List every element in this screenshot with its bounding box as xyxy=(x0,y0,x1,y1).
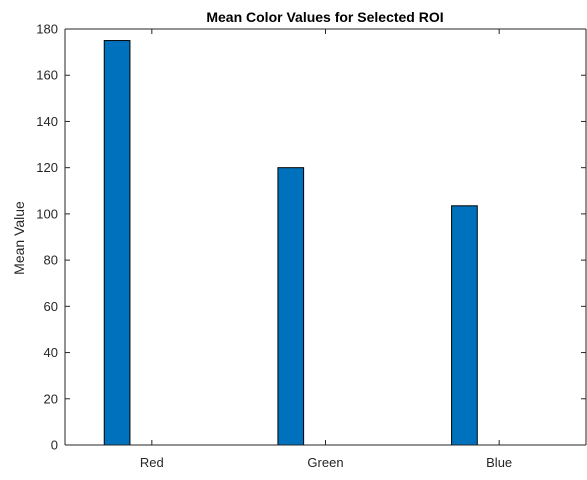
x-tick-label-blue: Blue xyxy=(486,455,512,470)
ticks-layer: 0 20 40 60 80 100 120 140 160 180 Red Green Blue xyxy=(36,22,586,470)
chart-title: Mean Color Values for Selected ROI xyxy=(206,9,443,25)
y-tick-label: 80 xyxy=(44,253,58,268)
y-tick-label: 20 xyxy=(44,391,58,406)
y-tick-label: 60 xyxy=(44,299,58,314)
y-tick-label: 100 xyxy=(36,206,58,221)
x-tick-label-green: Green xyxy=(307,455,343,470)
y-tick-label: 180 xyxy=(36,22,58,37)
y-axis-label: Mean Value xyxy=(11,201,27,275)
y-tick-label: 160 xyxy=(36,68,58,83)
x-tick-label-red: Red xyxy=(140,455,164,470)
y-tick-label: 140 xyxy=(36,114,58,129)
axes-layer xyxy=(64,28,587,446)
y-tick-label: 120 xyxy=(36,160,58,175)
y-tick-label: 40 xyxy=(44,345,58,360)
bar-green xyxy=(277,167,305,446)
bars-layer xyxy=(103,40,547,446)
bar-red xyxy=(103,40,131,446)
y-tick-label: 0 xyxy=(51,438,58,453)
bar-blue xyxy=(451,205,478,446)
